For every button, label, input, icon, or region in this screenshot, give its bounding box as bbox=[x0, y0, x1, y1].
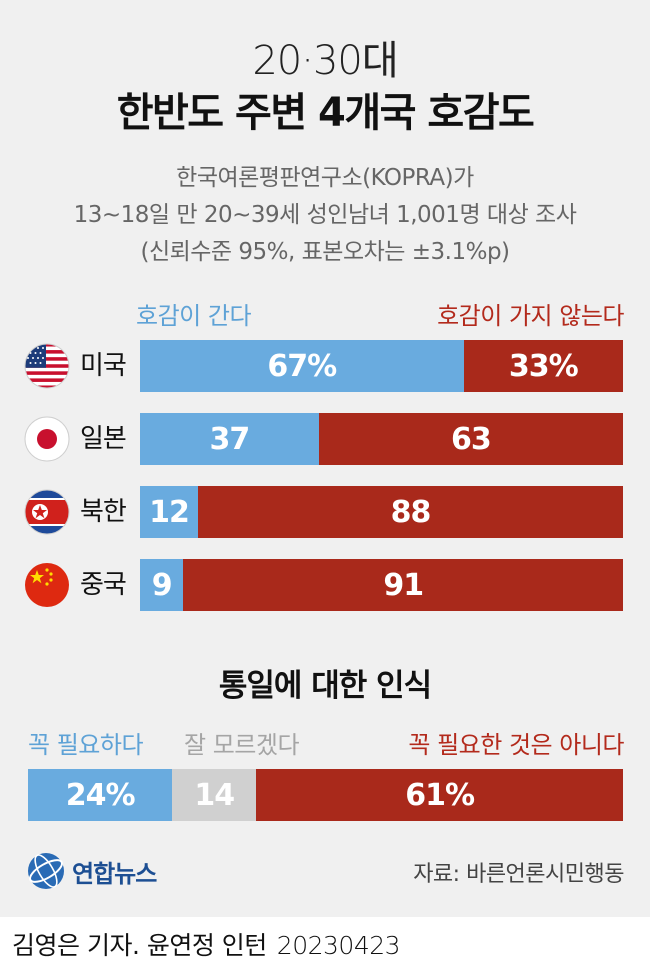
title-line1: 20·30대 bbox=[252, 38, 398, 84]
legend-favorable: 호감이 간다 bbox=[136, 302, 252, 330]
title-line2: 한반도 주변 4개국 호감도 bbox=[116, 90, 535, 136]
country-row: 중국 9 91 bbox=[0, 559, 650, 611]
favorable-segment: 9 bbox=[140, 559, 184, 611]
logo-text: 연합뉴스 bbox=[72, 859, 157, 888]
infographic-panel: 20·30대 한반도 주변 4개국 호감도 한국여론평판연구소(KOPRA)가 … bbox=[0, 0, 650, 917]
favorable-segment: 12 bbox=[140, 486, 198, 538]
credit-line: 김영은 기자. 윤연정 인턴 20230423 bbox=[12, 926, 401, 962]
subtitle-line-2: 13~18일 만 20~39세 성인남녀 1,001명 대상 조사 bbox=[73, 202, 577, 228]
favorability-bar: 12 88 bbox=[140, 486, 623, 538]
favorability-bar: 67% 33% bbox=[140, 340, 623, 392]
unification-title: 통일에 대한 인식 bbox=[218, 668, 432, 704]
country-label: 북한 bbox=[80, 497, 127, 527]
unfavorable-segment: 63 bbox=[318, 413, 623, 465]
us-flag-icon bbox=[24, 343, 70, 389]
legend-dont-know: 잘 모르겠다 bbox=[184, 731, 300, 759]
credit-date: 20230423 bbox=[276, 931, 401, 960]
favorability-bar: 37 63 bbox=[140, 413, 623, 465]
country-label: 일본 bbox=[80, 424, 127, 454]
not-necessary-segment: 61% bbox=[256, 769, 623, 821]
unfavorable-segment: 88 bbox=[197, 486, 623, 538]
unification-bar: 24% 14 61% bbox=[28, 769, 623, 821]
legend-not-necessary: 꼭 필요한 것은 아니다 bbox=[408, 731, 624, 759]
favorable-segment: 37 bbox=[140, 413, 319, 465]
country-label: 중국 bbox=[80, 570, 127, 600]
subtitle-line-3: (신뢰수준 95%, 표본오차는 ±3.1%p) bbox=[140, 239, 510, 265]
credit-names: 김영은 기자. 윤연정 인턴 bbox=[12, 931, 267, 960]
necessary-segment: 24% bbox=[28, 769, 173, 821]
dont-know-segment: 14 bbox=[172, 769, 257, 821]
source-note: 자료: 바른언론시민행동 bbox=[413, 862, 624, 887]
north-korea-flag-icon bbox=[24, 489, 70, 535]
yonhap-logo: 연합뉴스 bbox=[26, 850, 157, 892]
country-row: 일본 37 63 bbox=[0, 413, 650, 465]
country-row: 북한 12 88 bbox=[0, 486, 650, 538]
unfavorable-segment: 91 bbox=[183, 559, 623, 611]
yonhap-logo-icon bbox=[28, 853, 64, 889]
unfavorable-segment: 33% bbox=[463, 340, 623, 392]
legend-necessary: 꼭 필요하다 bbox=[28, 731, 144, 759]
country-row: 미국 67% 33% bbox=[0, 340, 650, 392]
country-label: 미국 bbox=[80, 351, 127, 381]
favorable-segment: 67% bbox=[140, 340, 464, 392]
legend-unfavorable: 호감이 가지 않는다 bbox=[437, 302, 624, 330]
japan-flag-icon bbox=[24, 416, 70, 462]
china-flag-icon bbox=[25, 563, 69, 607]
favorability-bar: 9 91 bbox=[140, 559, 623, 611]
subtitle-line-1: 한국여론평판연구소(KOPRA)가 bbox=[176, 165, 474, 191]
